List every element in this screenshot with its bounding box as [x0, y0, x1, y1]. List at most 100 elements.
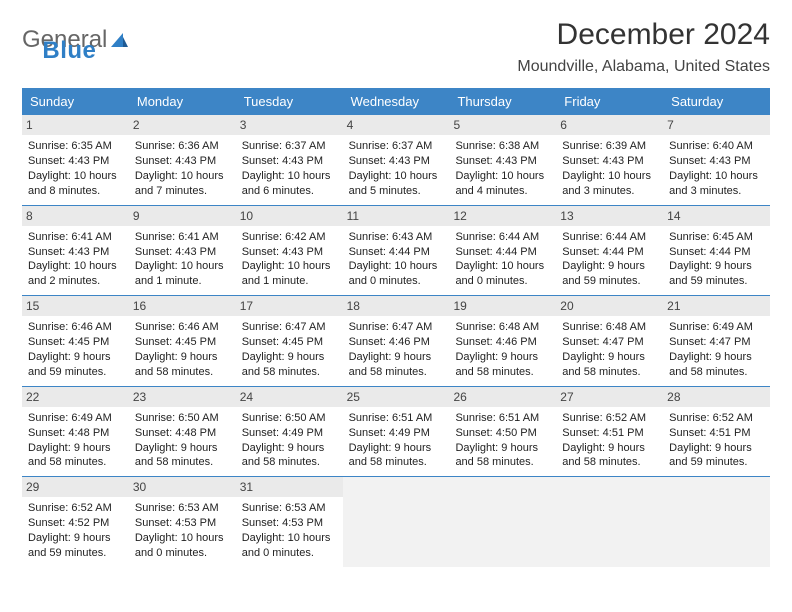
daylight-text: Daylight: 10 hours and 1 minute. — [135, 259, 230, 289]
sunset-text: Sunset: 4:43 PM — [28, 154, 123, 169]
sunset-text: Sunset: 4:46 PM — [455, 335, 550, 350]
sunset-text: Sunset: 4:50 PM — [455, 426, 550, 441]
sunset-text: Sunset: 4:43 PM — [135, 245, 230, 260]
day-cell: 6Sunrise: 6:39 AMSunset: 4:43 PMDaylight… — [556, 115, 663, 205]
daylight-text: Daylight: 10 hours and 1 minute. — [242, 259, 337, 289]
day-number: 21 — [663, 296, 770, 316]
day-cell: 14Sunrise: 6:45 AMSunset: 4:44 PMDayligh… — [663, 206, 770, 296]
day-number: 22 — [22, 387, 129, 407]
sunset-text: Sunset: 4:51 PM — [669, 426, 764, 441]
sunset-text: Sunset: 4:46 PM — [349, 335, 444, 350]
day-cell: 9Sunrise: 6:41 AMSunset: 4:43 PMDaylight… — [129, 206, 236, 296]
day-number: 23 — [129, 387, 236, 407]
sunrise-text: Sunrise: 6:49 AM — [28, 411, 123, 426]
day-cell: 3Sunrise: 6:37 AMSunset: 4:43 PMDaylight… — [236, 115, 343, 205]
sunrise-text: Sunrise: 6:47 AM — [242, 320, 337, 335]
day-number: 5 — [449, 115, 556, 135]
week-row: 29Sunrise: 6:52 AMSunset: 4:52 PMDayligh… — [22, 477, 770, 567]
day-header: Monday — [129, 88, 236, 115]
day-cell: 11Sunrise: 6:43 AMSunset: 4:44 PMDayligh… — [343, 206, 450, 296]
daylight-text: Daylight: 9 hours and 58 minutes. — [135, 350, 230, 380]
sunset-text: Sunset: 4:52 PM — [28, 516, 123, 531]
daylight-text: Daylight: 10 hours and 3 minutes. — [669, 169, 764, 199]
daylight-text: Daylight: 10 hours and 8 minutes. — [28, 169, 123, 199]
sunset-text: Sunset: 4:44 PM — [349, 245, 444, 260]
day-cell: 13Sunrise: 6:44 AMSunset: 4:44 PMDayligh… — [556, 206, 663, 296]
daylight-text: Daylight: 9 hours and 58 minutes. — [562, 441, 657, 471]
sunset-text: Sunset: 4:48 PM — [135, 426, 230, 441]
day-cell: 18Sunrise: 6:47 AMSunset: 4:46 PMDayligh… — [343, 296, 450, 386]
daylight-text: Daylight: 9 hours and 58 minutes. — [669, 350, 764, 380]
day-cell: 24Sunrise: 6:50 AMSunset: 4:49 PMDayligh… — [236, 387, 343, 477]
day-number: 29 — [22, 477, 129, 497]
sunrise-text: Sunrise: 6:44 AM — [562, 230, 657, 245]
sunset-text: Sunset: 4:43 PM — [242, 245, 337, 260]
sunset-text: Sunset: 4:43 PM — [455, 154, 550, 169]
day-cell: 12Sunrise: 6:44 AMSunset: 4:44 PMDayligh… — [449, 206, 556, 296]
sunrise-text: Sunrise: 6:37 AM — [349, 139, 444, 154]
sunrise-text: Sunrise: 6:49 AM — [669, 320, 764, 335]
day-cell: 10Sunrise: 6:42 AMSunset: 4:43 PMDayligh… — [236, 206, 343, 296]
daylight-text: Daylight: 10 hours and 0 minutes. — [242, 531, 337, 561]
day-number: 24 — [236, 387, 343, 407]
daylight-text: Daylight: 9 hours and 58 minutes. — [455, 350, 550, 380]
day-cell: 2Sunrise: 6:36 AMSunset: 4:43 PMDaylight… — [129, 115, 236, 205]
day-number: 11 — [343, 206, 450, 226]
sunrise-text: Sunrise: 6:50 AM — [242, 411, 337, 426]
day-cell: 21Sunrise: 6:49 AMSunset: 4:47 PMDayligh… — [663, 296, 770, 386]
day-cell: 26Sunrise: 6:51 AMSunset: 4:50 PMDayligh… — [449, 387, 556, 477]
daylight-text: Daylight: 10 hours and 0 minutes. — [135, 531, 230, 561]
day-number: 10 — [236, 206, 343, 226]
sunrise-text: Sunrise: 6:47 AM — [349, 320, 444, 335]
daylight-text: Daylight: 9 hours and 59 minutes. — [562, 259, 657, 289]
sunrise-text: Sunrise: 6:39 AM — [562, 139, 657, 154]
sunset-text: Sunset: 4:45 PM — [242, 335, 337, 350]
day-cell-empty — [343, 477, 450, 567]
sunrise-text: Sunrise: 6:36 AM — [135, 139, 230, 154]
day-header: Wednesday — [343, 88, 450, 115]
sunrise-text: Sunrise: 6:52 AM — [562, 411, 657, 426]
day-number: 30 — [129, 477, 236, 497]
day-number: 20 — [556, 296, 663, 316]
day-cell: 28Sunrise: 6:52 AMSunset: 4:51 PMDayligh… — [663, 387, 770, 477]
day-number: 19 — [449, 296, 556, 316]
day-number: 25 — [343, 387, 450, 407]
daylight-text: Daylight: 10 hours and 3 minutes. — [562, 169, 657, 199]
daylight-text: Daylight: 10 hours and 6 minutes. — [242, 169, 337, 199]
sunset-text: Sunset: 4:44 PM — [669, 245, 764, 260]
day-cell: 27Sunrise: 6:52 AMSunset: 4:51 PMDayligh… — [556, 387, 663, 477]
day-number: 12 — [449, 206, 556, 226]
day-header: Saturday — [663, 88, 770, 115]
day-cell: 22Sunrise: 6:49 AMSunset: 4:48 PMDayligh… — [22, 387, 129, 477]
sunrise-text: Sunrise: 6:43 AM — [349, 230, 444, 245]
location: Moundville, Alabama, United States — [517, 58, 770, 76]
day-number: 18 — [343, 296, 450, 316]
daylight-text: Daylight: 9 hours and 58 minutes. — [349, 441, 444, 471]
daylight-text: Daylight: 10 hours and 2 minutes. — [28, 259, 123, 289]
daylight-text: Daylight: 10 hours and 5 minutes. — [349, 169, 444, 199]
week-row: 22Sunrise: 6:49 AMSunset: 4:48 PMDayligh… — [22, 387, 770, 478]
sunrise-text: Sunrise: 6:45 AM — [669, 230, 764, 245]
header: General Blue December 2024 Moundville, A… — [22, 18, 770, 76]
day-number: 14 — [663, 206, 770, 226]
sunrise-text: Sunrise: 6:48 AM — [562, 320, 657, 335]
week-row: 1Sunrise: 6:35 AMSunset: 4:43 PMDaylight… — [22, 115, 770, 206]
daylight-text: Daylight: 9 hours and 59 minutes. — [28, 531, 123, 561]
day-cell: 5Sunrise: 6:38 AMSunset: 4:43 PMDaylight… — [449, 115, 556, 205]
day-number: 26 — [449, 387, 556, 407]
calendar: SundayMondayTuesdayWednesdayThursdayFrid… — [22, 88, 770, 567]
sunset-text: Sunset: 4:49 PM — [242, 426, 337, 441]
sunrise-text: Sunrise: 6:38 AM — [455, 139, 550, 154]
sunrise-text: Sunrise: 6:41 AM — [28, 230, 123, 245]
page-title: December 2024 — [517, 18, 770, 52]
sunset-text: Sunset: 4:43 PM — [562, 154, 657, 169]
day-cell: 8Sunrise: 6:41 AMSunset: 4:43 PMDaylight… — [22, 206, 129, 296]
sunset-text: Sunset: 4:48 PM — [28, 426, 123, 441]
sunrise-text: Sunrise: 6:52 AM — [669, 411, 764, 426]
day-cell: 17Sunrise: 6:47 AMSunset: 4:45 PMDayligh… — [236, 296, 343, 386]
sunrise-text: Sunrise: 6:41 AM — [135, 230, 230, 245]
sunset-text: Sunset: 4:45 PM — [28, 335, 123, 350]
sunrise-text: Sunrise: 6:53 AM — [135, 501, 230, 516]
day-cell: 15Sunrise: 6:46 AMSunset: 4:45 PMDayligh… — [22, 296, 129, 386]
daylight-text: Daylight: 9 hours and 58 minutes. — [135, 441, 230, 471]
